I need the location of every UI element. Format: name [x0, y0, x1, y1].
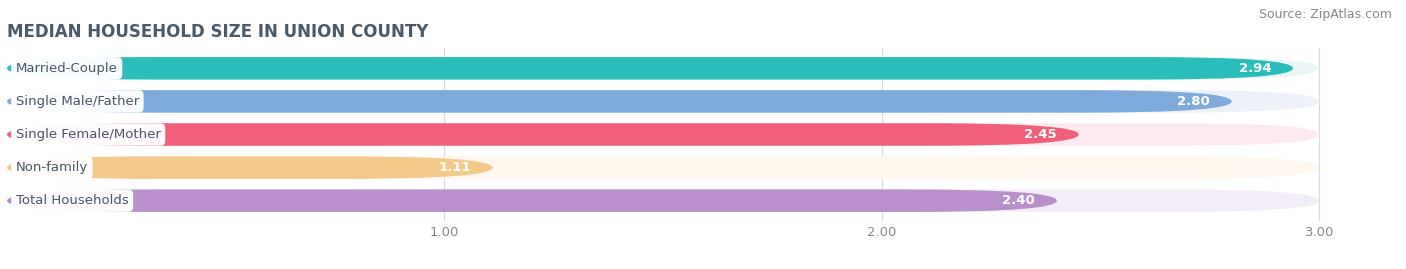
Text: Single Male/Father: Single Male/Father [15, 95, 139, 108]
Text: 2.40: 2.40 [1002, 194, 1035, 207]
FancyBboxPatch shape [7, 57, 1319, 80]
Text: 2.45: 2.45 [1024, 128, 1057, 141]
FancyBboxPatch shape [7, 156, 1319, 179]
Text: Source: ZipAtlas.com: Source: ZipAtlas.com [1258, 8, 1392, 21]
FancyBboxPatch shape [7, 90, 1232, 113]
FancyBboxPatch shape [7, 156, 492, 179]
FancyBboxPatch shape [7, 123, 1078, 146]
Text: 1.11: 1.11 [439, 161, 471, 174]
FancyBboxPatch shape [7, 189, 1057, 212]
Text: MEDIAN HOUSEHOLD SIZE IN UNION COUNTY: MEDIAN HOUSEHOLD SIZE IN UNION COUNTY [7, 23, 429, 41]
Text: Married-Couple: Married-Couple [15, 62, 118, 75]
Text: 2.94: 2.94 [1239, 62, 1271, 75]
FancyBboxPatch shape [7, 123, 1319, 146]
Text: 2.80: 2.80 [1177, 95, 1211, 108]
FancyBboxPatch shape [7, 57, 1294, 80]
Text: Non-family: Non-family [15, 161, 89, 174]
Text: Total Households: Total Households [15, 194, 128, 207]
FancyBboxPatch shape [7, 189, 1319, 212]
FancyBboxPatch shape [7, 90, 1319, 113]
Text: Single Female/Mother: Single Female/Mother [15, 128, 160, 141]
